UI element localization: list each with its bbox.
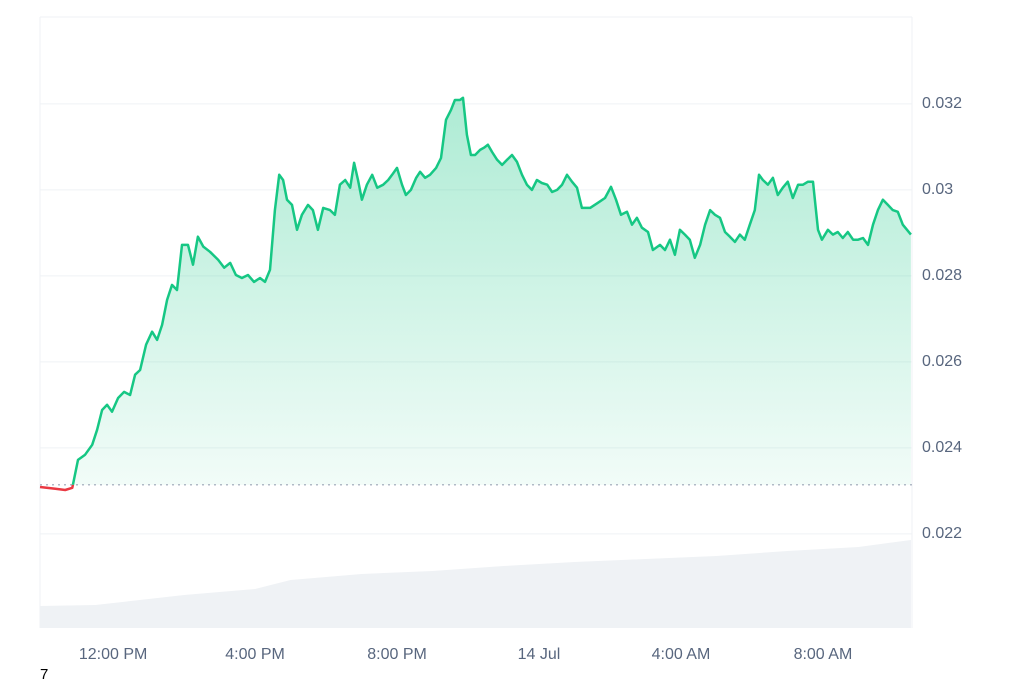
y-tick-label: 0.032 [922,95,962,112]
x-tick-label: 12:00 PM [79,646,147,663]
y-tick-label: 0.024 [922,439,962,456]
price-line [71,96,912,485]
y-tick-label: 0.026 [922,353,962,370]
note: 7 [40,666,48,683]
y-tick-label: 0.028 [922,267,962,284]
y-tick-label: 0.03 [922,181,953,198]
x-tick-label: 4:00 AM [652,646,711,663]
x-tick-label: 8:00 AM [794,646,853,663]
y-tick-label: 0.022 [922,525,962,542]
x-tick-label: 8:00 PM [367,646,427,663]
x-tick-label: 14 Jul [518,646,561,663]
x-tick-label: 4:00 PM [225,646,285,663]
price-area [72,97,911,485]
volume-area [40,540,911,628]
